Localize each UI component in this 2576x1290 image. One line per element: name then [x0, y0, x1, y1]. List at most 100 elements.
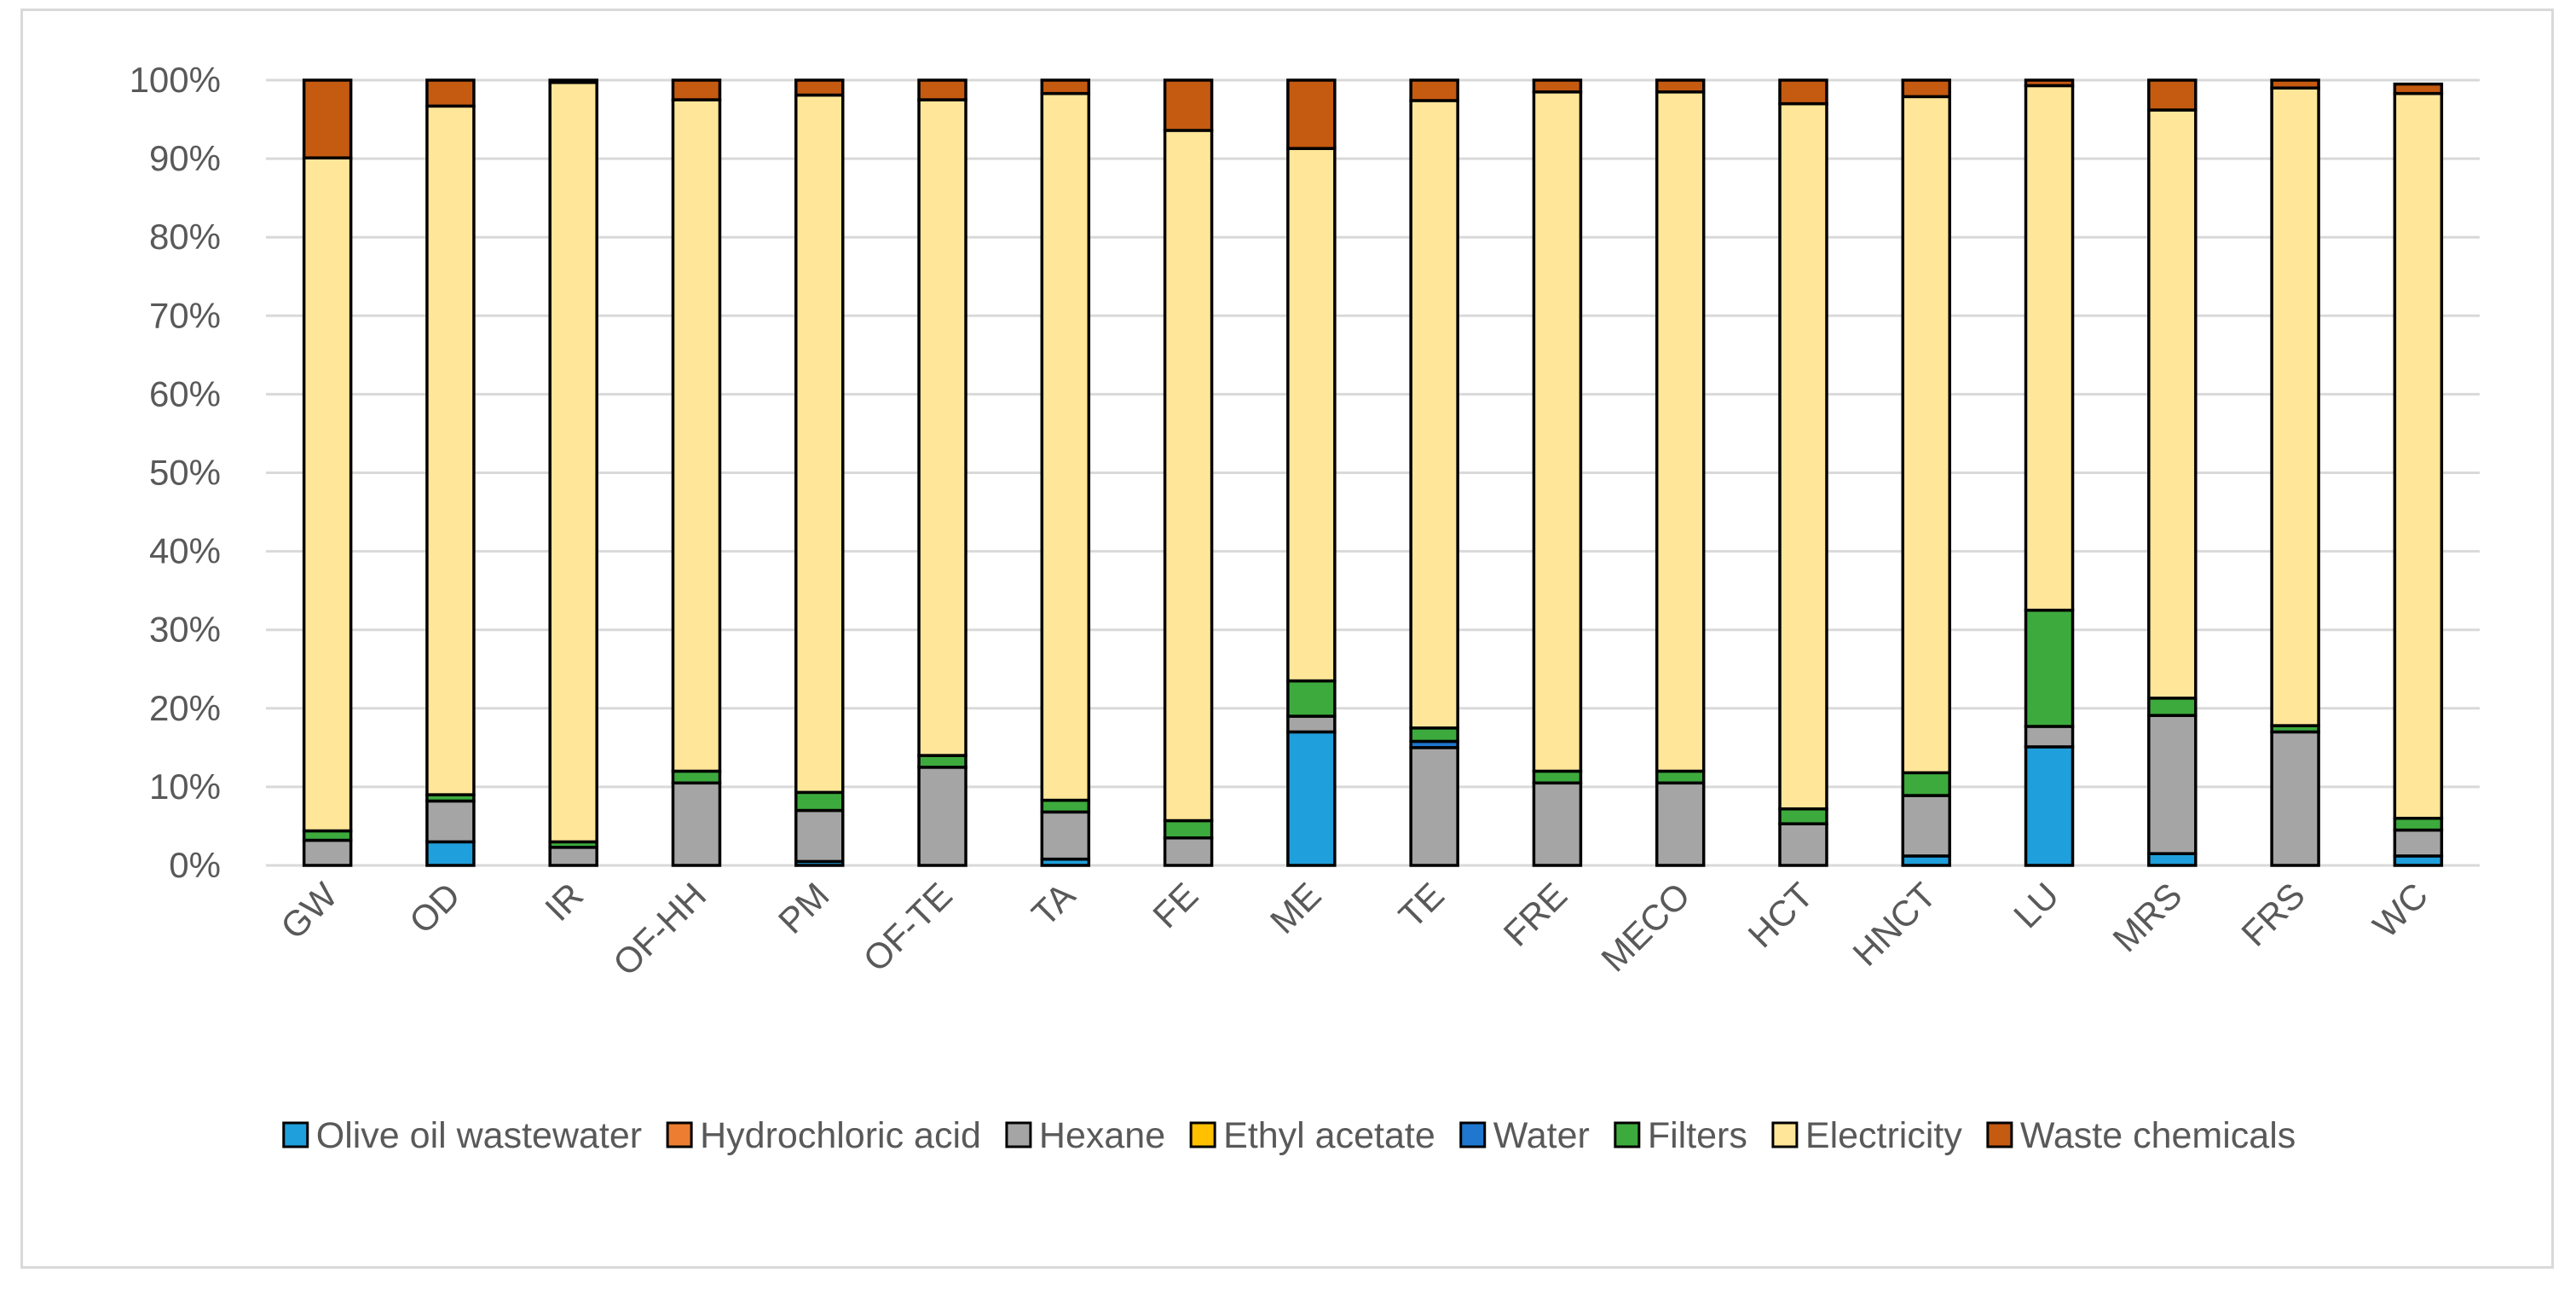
x-tick-label: FE — [1145, 875, 1205, 935]
bar-segment-mrs-filters — [2147, 697, 2198, 717]
bar-segment-od-electricity — [425, 104, 476, 796]
legend-item-ethyl-acetate: Ethyl acetate — [1189, 1115, 1435, 1156]
legend-label: Electricity — [1805, 1115, 1962, 1156]
x-axis-ticks: GW OD IR OF-HH PM OF-TE TA FE ME TE FRE MECO HCT HNCT… — [273, 875, 2435, 984]
legend: Olive oil wastewater Hydrochloric acid Hex… — [282, 1115, 2296, 1156]
bar-meco — [1655, 78, 1706, 867]
bar-pm — [794, 78, 845, 867]
legend-label: Hydrochloric acid — [700, 1115, 981, 1156]
bar-segment-lu-electricity — [2024, 84, 2075, 612]
legend-item-olive-oil-wastewater: Olive oil wastewater — [282, 1115, 642, 1156]
bar-ir — [548, 78, 598, 867]
bar-segment-hct-hexane — [1778, 822, 1828, 867]
legend-label: Water — [1493, 1115, 1590, 1156]
y-tick-label: 0% — [169, 845, 221, 885]
bar-segment-hct-filters — [1778, 807, 1828, 825]
bar-hct — [1778, 78, 1828, 867]
bar-segment-pm-waste-chemicals — [794, 78, 845, 97]
bar-segment-hnct-waste-chemicals — [1901, 78, 1951, 99]
bar-od — [425, 78, 476, 867]
bar-segment-of-te-electricity — [917, 98, 967, 757]
bar-segment-mrs-hexane — [2147, 714, 2198, 855]
y-tick-label: 50% — [149, 453, 221, 493]
gridlines — [266, 78, 2480, 867]
bar-segment-ir-waste-chemicals — [548, 78, 598, 84]
y-tick-label: 10% — [149, 766, 221, 807]
x-tick-label: GW — [273, 875, 345, 947]
bar-of-te — [917, 78, 967, 867]
bar-te — [1409, 78, 1459, 867]
legend-swatch — [1986, 1121, 2013, 1148]
bar-segment-me-olive-oil-wastewater — [1286, 730, 1337, 867]
bar-wc — [2393, 82, 2444, 867]
bars — [302, 78, 2444, 867]
bar-segment-fe-electricity — [1163, 129, 1214, 823]
bar-hnct — [1901, 78, 1951, 867]
bar-segment-ta-hexane — [1040, 810, 1091, 861]
bar-segment-me-filters — [1286, 679, 1337, 718]
legend-label: Waste chemicals — [2020, 1115, 2296, 1156]
bar-segment-hnct-hexane — [1901, 794, 1951, 858]
legend-swatch — [666, 1121, 693, 1148]
bar-gw — [302, 78, 353, 867]
bar-segment-pm-hexane — [794, 808, 845, 864]
bar-segment-ta-electricity — [1040, 91, 1091, 802]
x-tick-label: FRE — [1496, 875, 1575, 954]
bar-segment-gw-waste-chemicals — [302, 78, 353, 159]
bar-lu — [2024, 78, 2075, 867]
bar-segment-fre-waste-chemicals — [1532, 78, 1583, 94]
bar-segment-od-olive-oil-wastewater — [425, 840, 476, 867]
x-tick-label: PM — [771, 875, 837, 941]
x-tick-label: MRS — [2105, 875, 2189, 959]
bar-segment-fre-hexane — [1532, 781, 1583, 867]
bar-segment-ta-waste-chemicals — [1040, 78, 1091, 95]
bar-segment-meco-filters — [1655, 769, 1706, 785]
bar-segment-te-electricity — [1409, 99, 1459, 730]
bar-segment-hct-electricity — [1778, 101, 1828, 811]
bar-segment-hct-waste-chemicals — [1778, 78, 1828, 106]
legend-label: Filters — [1648, 1115, 1747, 1156]
bar-segment-gw-hexane — [302, 838, 353, 867]
legend-item-filters: Filters — [1614, 1115, 1747, 1156]
bar-segment-lu-olive-oil-wastewater — [2024, 745, 2075, 867]
x-tick-label: WC — [2365, 875, 2436, 946]
legend-item-waste-chemicals: Waste chemicals — [1986, 1115, 2296, 1156]
y-tick-label: 90% — [149, 138, 221, 178]
chart-frame: 0% 10% 20% 30% 40% 50% 60% 70% 80% 90% 100% GW OD IR… — [20, 9, 2554, 1269]
legend-item-hexane: Hexane — [1005, 1115, 1165, 1156]
bar-segment-meco-electricity — [1655, 90, 1706, 773]
x-tick-label: ME — [1262, 875, 1329, 941]
bar-segment-od-hexane — [425, 799, 476, 844]
bar-segment-te-waste-chemicals — [1409, 78, 1459, 102]
bar-segment-fe-waste-chemicals — [1163, 78, 1214, 132]
bar-segment-ir-electricity — [548, 81, 598, 844]
bar-segment-fre-filters — [1532, 769, 1583, 785]
bar-segment-meco-hexane — [1655, 781, 1706, 867]
bar-segment-mrs-electricity — [2147, 108, 2198, 700]
x-tick-label: OF-HH — [605, 875, 713, 983]
x-tick-label: HCT — [1741, 875, 1821, 955]
x-tick-label: OD — [401, 875, 468, 941]
x-tick-label: IR — [537, 875, 591, 928]
bar-segment-od-waste-chemicals — [425, 78, 476, 108]
bar-segment-frs-hexane — [2270, 730, 2320, 867]
bar-segment-wc-hexane — [2393, 828, 2444, 858]
y-axis-ticks: 0% 10% 20% 30% 40% 50% 60% 70% 80% 90% 100% — [130, 60, 221, 885]
bar-segment-te-hexane — [1409, 746, 1459, 867]
bar-segment-te-filters — [1409, 726, 1459, 743]
bar-of-hh — [671, 78, 722, 867]
legend-item-hydrochloric-acid: Hydrochloric acid — [666, 1115, 981, 1156]
legend-swatch — [1189, 1121, 1216, 1148]
y-tick-label: 20% — [149, 688, 221, 728]
legend-label: Hexane — [1039, 1115, 1165, 1156]
x-tick-label: MECO — [1593, 875, 1697, 979]
bar-segment-of-te-hexane — [917, 766, 967, 867]
bar-segment-of-hh-waste-chemicals — [671, 78, 722, 101]
bar-segment-wc-electricity — [2393, 91, 2444, 820]
bar-segment-of-te-waste-chemicals — [917, 78, 967, 101]
bar-segment-fe-filters — [1163, 819, 1214, 840]
bar-segment-lu-hexane — [2024, 725, 2075, 749]
bar-segment-hnct-electricity — [1901, 95, 1951, 775]
bar-mrs — [2147, 78, 2198, 867]
bar-segment-wc-waste-chemicals — [2393, 82, 2444, 95]
